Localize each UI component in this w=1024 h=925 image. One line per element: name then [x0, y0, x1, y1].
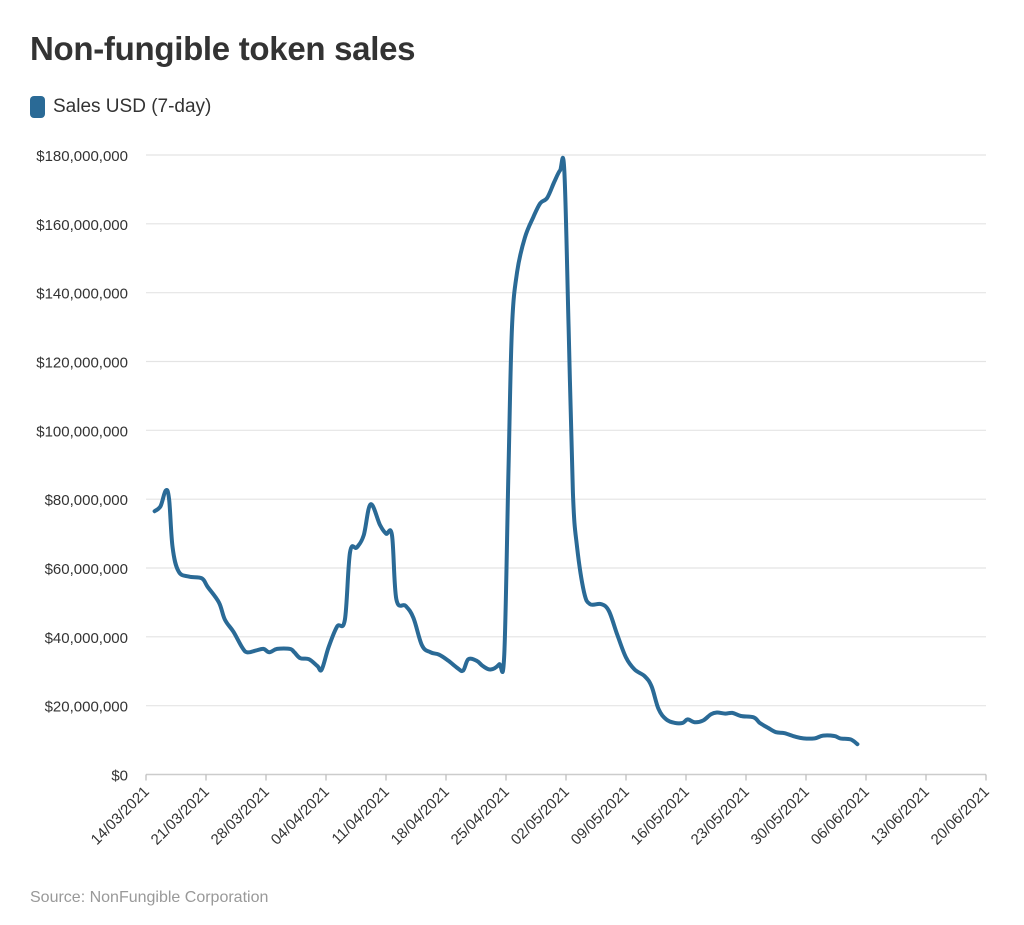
series-line-sales-usd [152, 155, 860, 747]
y-tick-label: $80,000,000 [45, 492, 128, 509]
legend: Sales USD (7-day) [30, 96, 211, 118]
x-tick-label: 14/03/2021 [88, 783, 153, 848]
x-tick-label: 25/04/2021 [448, 783, 513, 848]
y-tick-label: $100,000,000 [36, 423, 128, 440]
legend-swatch [30, 96, 45, 118]
y-tick-label: $120,000,000 [36, 355, 128, 372]
y-tick-label: $40,000,000 [45, 630, 128, 647]
x-tick-labels: 14/03/202121/03/202128/03/202104/04/2021… [88, 783, 993, 848]
x-tick-label: 09/05/2021 [568, 783, 633, 848]
y-tick-label: $60,000,000 [45, 561, 128, 578]
x-tick-label: 20/06/2021 [928, 783, 993, 848]
series-layer [152, 155, 860, 747]
x-tick-label: 28/03/2021 [208, 783, 273, 848]
x-tick-label: 04/04/2021 [268, 783, 333, 848]
chart-title: Non-fungible token sales [30, 30, 416, 67]
x-tick-label: 16/05/2021 [628, 783, 693, 848]
x-tick-label: 21/03/2021 [148, 783, 213, 848]
x-tick-label: 13/06/2021 [868, 783, 933, 848]
y-tick-label: $0 [111, 768, 128, 785]
y-tick-labels: $0 $20,000,000 $40,000,000 $60,000,000 $80,0… [36, 148, 128, 785]
x-tick-label: 02/05/2021 [508, 783, 573, 848]
x-tick-label: 11/04/2021 [329, 783, 393, 847]
axes [145, 773, 987, 781]
y-tick-label: $140,000,000 [36, 286, 128, 303]
x-tick-label: 18/04/2021 [388, 783, 453, 848]
legend-label: Sales USD (7-day) [53, 96, 212, 117]
y-tick-label: $20,000,000 [45, 699, 128, 716]
y-tick-label: $160,000,000 [36, 217, 128, 234]
x-tick-label: 23/05/2021 [688, 783, 753, 848]
source-note: Source: NonFungible Corporation [30, 889, 269, 906]
x-tick-label: 06/06/2021 [808, 783, 873, 848]
x-tick-label: 30/05/2021 [748, 783, 813, 848]
y-tick-label: $180,000,000 [36, 148, 128, 165]
